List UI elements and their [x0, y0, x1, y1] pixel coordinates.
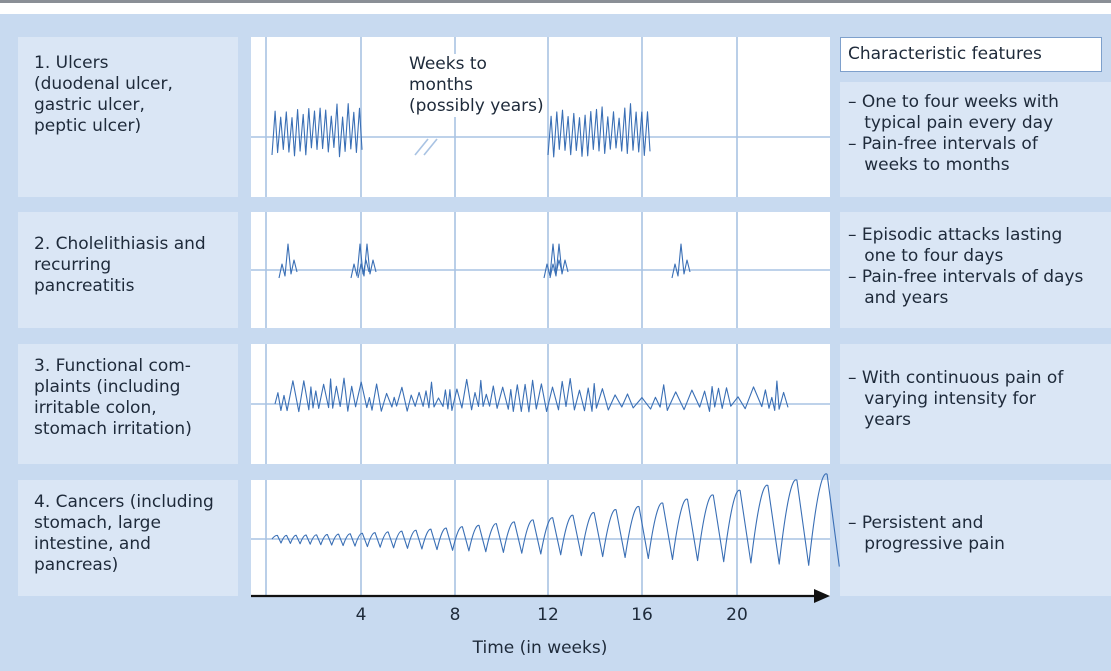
row-2-label: 2. Cholelithiasis and recurring pancreat… — [18, 212, 238, 328]
tick-label: 12 — [537, 605, 559, 625]
pain-attack — [671, 243, 691, 279]
time-axis-arrowhead — [814, 589, 830, 603]
tick-label: 20 — [726, 605, 748, 625]
gridlines — [265, 37, 738, 596]
tick-label: 4 — [355, 605, 367, 625]
baselines — [251, 136, 830, 540]
row-1-features: – One to four weeks with typical pain ev… — [840, 82, 1111, 197]
feature-line: – With continuous pain of — [848, 368, 1064, 388]
feature-line: progressive pain — [848, 534, 1005, 554]
pain-attack — [357, 243, 377, 279]
row-4-chart-area — [251, 480, 830, 596]
axis-title: Time (in weeks) — [472, 638, 608, 658]
break-mark — [414, 138, 429, 156]
feature-line: weeks to months — [848, 155, 1010, 175]
feature-line: and years — [848, 288, 949, 308]
pain-attack — [543, 243, 563, 279]
feature-line: varying intensity for — [848, 389, 1036, 409]
tick-label: 8 — [449, 605, 461, 625]
row-4-features: – Persistent and progressive pain — [840, 480, 1111, 596]
row-2-features: – Episodic attacks lasting one to four d… — [840, 212, 1111, 328]
pain-burst — [547, 103, 651, 158]
feature-line: – One to four weeks with — [848, 92, 1059, 112]
row-3-label: 3. Functional com- plaints (including ir… — [18, 344, 238, 464]
row-4-label: 4. Cancers (including stomach, large int… — [18, 480, 238, 596]
feature-line: – Persistent and — [848, 513, 984, 533]
feature-line: one to four days — [848, 246, 1004, 266]
pain-attack — [278, 243, 298, 279]
pain-waves — [271, 103, 840, 567]
pain-attack — [549, 243, 569, 279]
pain-progressive — [271, 473, 840, 567]
tick-label: 16 — [631, 605, 653, 625]
break-mark — [423, 138, 438, 156]
top-border — [0, 0, 1111, 3]
row-1-label: 1. Ulcers (duodenal ulcer, gastric ulcer… — [18, 37, 238, 197]
pain-continuous — [274, 377, 789, 413]
time-axis — [251, 589, 830, 603]
feature-line: – Pain-free intervals of — [848, 134, 1038, 154]
feature-line: – Episodic attacks lasting — [848, 225, 1063, 245]
feature-line: – Pain-free intervals of days — [848, 267, 1084, 287]
pain-burst — [271, 103, 363, 158]
feature-line: years — [848, 410, 911, 430]
features-title: Characteristic features — [840, 37, 1102, 72]
row-3-features: – With continuous pain of varying intens… — [840, 344, 1111, 464]
feature-line: typical pain every day — [848, 113, 1054, 133]
gap-note: Weeks to months (possibly years) — [409, 54, 544, 117]
